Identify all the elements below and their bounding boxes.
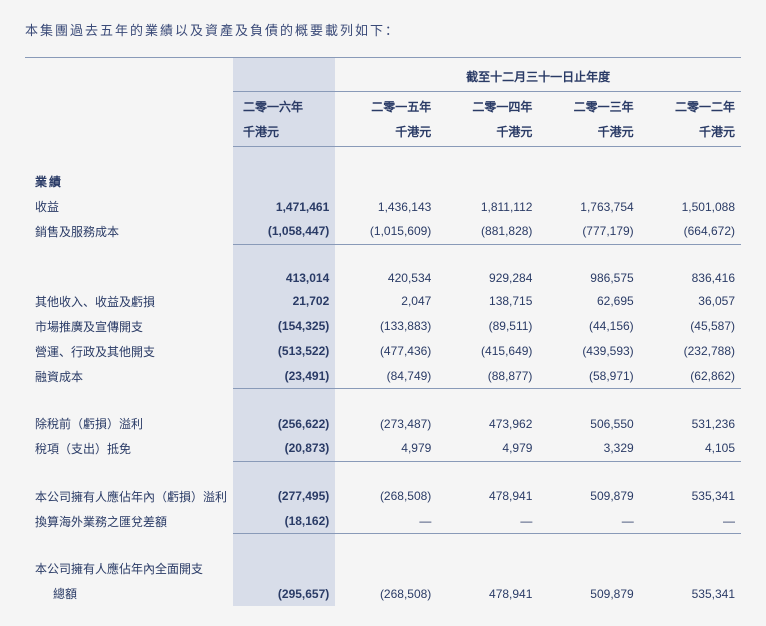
intro-text: 本集團過去五年的業績以及資產及負債的概要載列如下： [25, 20, 741, 39]
unit-2012: 千港元 [640, 119, 741, 147]
row-label: 換算海外業務之匯兌差額 [25, 509, 233, 534]
cell-value: 478,941 [437, 484, 538, 509]
row-label: 收益 [25, 194, 233, 219]
super-header: 截至十二月三十一日止年度 [335, 58, 741, 92]
unit-2014: 千港元 [437, 119, 538, 147]
cell-value: 36,057 [640, 289, 741, 314]
cell-value: (84,749) [335, 364, 437, 389]
header-blank [25, 58, 233, 147]
cell-value: 1,436,143 [335, 194, 437, 219]
cell-value: (268,508) [335, 484, 437, 509]
year-2013: 二零一三年 [538, 92, 639, 120]
cell-value: — [437, 509, 538, 534]
row-label: 除稅前（虧損）溢利 [25, 411, 233, 436]
cell-value: 509,879 [538, 581, 639, 606]
row-label [25, 267, 233, 289]
cell-value: (664,672) [640, 219, 741, 244]
cell-value: 535,341 [640, 581, 741, 606]
cell-value: 4,979 [335, 436, 437, 461]
cell-value: — [538, 509, 639, 534]
cell-value: 4,979 [437, 436, 538, 461]
cell-value [233, 556, 335, 581]
cell-value: 21,702 [233, 289, 335, 314]
header-blank-hi [233, 58, 335, 92]
cell-value: (88,877) [437, 364, 538, 389]
cell-value: — [640, 509, 741, 534]
cell-value: 836,416 [640, 267, 741, 289]
cell-value: (89,511) [437, 314, 538, 339]
cell-value: (277,495) [233, 484, 335, 509]
cell-value: (513,522) [233, 339, 335, 364]
row-label: 其他收入、收益及虧損 [25, 289, 233, 314]
cell-value: 3,329 [538, 436, 639, 461]
cell-value: (295,657) [233, 581, 335, 606]
cell-value [437, 556, 538, 581]
row-label: 市場推廣及宣傳開支 [25, 314, 233, 339]
cell-value: (415,649) [437, 339, 538, 364]
section-label: 業績 [25, 169, 233, 194]
cell-value: (20,873) [233, 436, 335, 461]
cell-value: (23,491) [233, 364, 335, 389]
unit-2015: 千港元 [335, 119, 437, 147]
row-label: 營運、行政及其他開支 [25, 339, 233, 364]
row-label: 本公司擁有人應佔年內（虧損）溢利 [25, 484, 233, 509]
cell-value: (18,162) [233, 509, 335, 534]
cell-value: 1,471,461 [233, 194, 335, 219]
cell-value: 478,941 [437, 581, 538, 606]
cell-value: 4,105 [640, 436, 741, 461]
cell-value: (44,156) [538, 314, 639, 339]
unit-2016: 千港元 [233, 119, 335, 147]
cell-value: (154,325) [233, 314, 335, 339]
row-label: 稅項（支出）抵免 [25, 436, 233, 461]
cell-value: (1,058,447) [233, 219, 335, 244]
cell-value: 986,575 [538, 267, 639, 289]
cell-value: (439,593) [538, 339, 639, 364]
row-label: 銷售及服務成本 [25, 219, 233, 244]
cell-value: (268,508) [335, 581, 437, 606]
cell-value: (133,883) [335, 314, 437, 339]
row-label: 總額 [25, 581, 233, 606]
cell-value: 2,047 [335, 289, 437, 314]
cell-value: (45,587) [640, 314, 741, 339]
cell-value: 138,715 [437, 289, 538, 314]
year-2012: 二零一二年 [640, 92, 741, 120]
unit-2013: 千港元 [538, 119, 639, 147]
cell-value: (62,862) [640, 364, 741, 389]
cell-value: 413,014 [233, 267, 335, 289]
cell-value: (232,788) [640, 339, 741, 364]
cell-value: 929,284 [437, 267, 538, 289]
cell-value: 535,341 [640, 484, 741, 509]
cell-value [640, 556, 741, 581]
cell-value: (273,487) [335, 411, 437, 436]
cell-value: 62,695 [538, 289, 639, 314]
cell-value: (881,828) [437, 219, 538, 244]
row-label: 融資成本 [25, 364, 233, 389]
cell-value: 531,236 [640, 411, 741, 436]
cell-value: (1,015,609) [335, 219, 437, 244]
cell-value: 506,550 [538, 411, 639, 436]
cell-value: 420,534 [335, 267, 437, 289]
year-2016: 二零一六年 [233, 92, 335, 120]
cell-value: 1,501,088 [640, 194, 741, 219]
cell-value: (256,622) [233, 411, 335, 436]
cell-value [335, 556, 437, 581]
cell-value: 509,879 [538, 484, 639, 509]
cell-value: (777,179) [538, 219, 639, 244]
cell-value: 1,763,754 [538, 194, 639, 219]
cell-value: — [335, 509, 437, 534]
financial-table: 截至十二月三十一日止年度 二零一六年 二零一五年 二零一四年 二零一三年 二零一… [25, 58, 741, 606]
financial-table-wrapper: 截至十二月三十一日止年度 二零一六年 二零一五年 二零一四年 二零一三年 二零一… [25, 57, 741, 606]
cell-value: (477,436) [335, 339, 437, 364]
cell-value: (58,971) [538, 364, 639, 389]
year-2014: 二零一四年 [437, 92, 538, 120]
row-label: 本公司擁有人應佔年內全面開支 [25, 556, 233, 581]
cell-value [538, 556, 639, 581]
cell-value: 473,962 [437, 411, 538, 436]
cell-value: 1,811,112 [437, 194, 538, 219]
year-2015: 二零一五年 [335, 92, 437, 120]
